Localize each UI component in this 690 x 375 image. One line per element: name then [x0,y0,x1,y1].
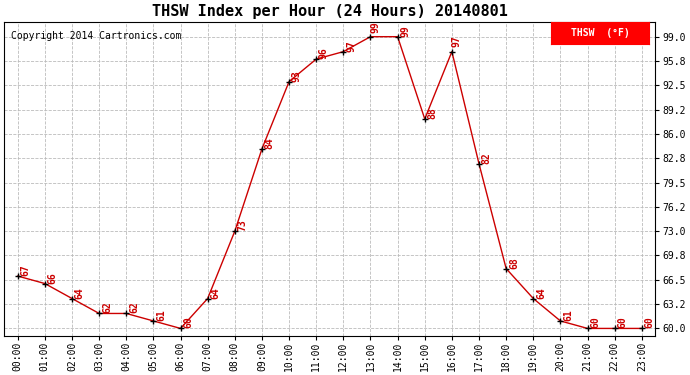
Text: 82: 82 [482,152,492,164]
Title: THSW Index per Hour (24 Hours) 20140801: THSW Index per Hour (24 Hours) 20140801 [152,4,508,19]
Text: 60: 60 [618,316,627,328]
Text: 97: 97 [452,36,462,48]
Text: 60: 60 [591,316,600,328]
Text: 61: 61 [156,309,166,321]
Text: 64: 64 [210,287,220,298]
Text: 99: 99 [371,21,380,33]
Text: 73: 73 [237,219,248,231]
Text: 88: 88 [428,107,437,119]
Text: 62: 62 [129,302,139,313]
Text: Copyright 2014 Cartronics.com: Copyright 2014 Cartronics.com [10,31,181,41]
Text: 67: 67 [21,264,30,276]
Text: 61: 61 [563,309,573,321]
Text: 60: 60 [184,316,193,328]
Text: 64: 64 [75,287,85,298]
Text: 99: 99 [400,25,411,37]
Text: 64: 64 [536,287,546,298]
Text: 62: 62 [102,302,112,313]
Text: 93: 93 [292,70,302,82]
Text: 84: 84 [265,137,275,149]
Text: 60: 60 [644,316,655,328]
Text: 66: 66 [48,272,58,284]
Text: 68: 68 [509,257,519,268]
Text: 97: 97 [346,40,356,52]
Text: 96: 96 [319,47,329,59]
